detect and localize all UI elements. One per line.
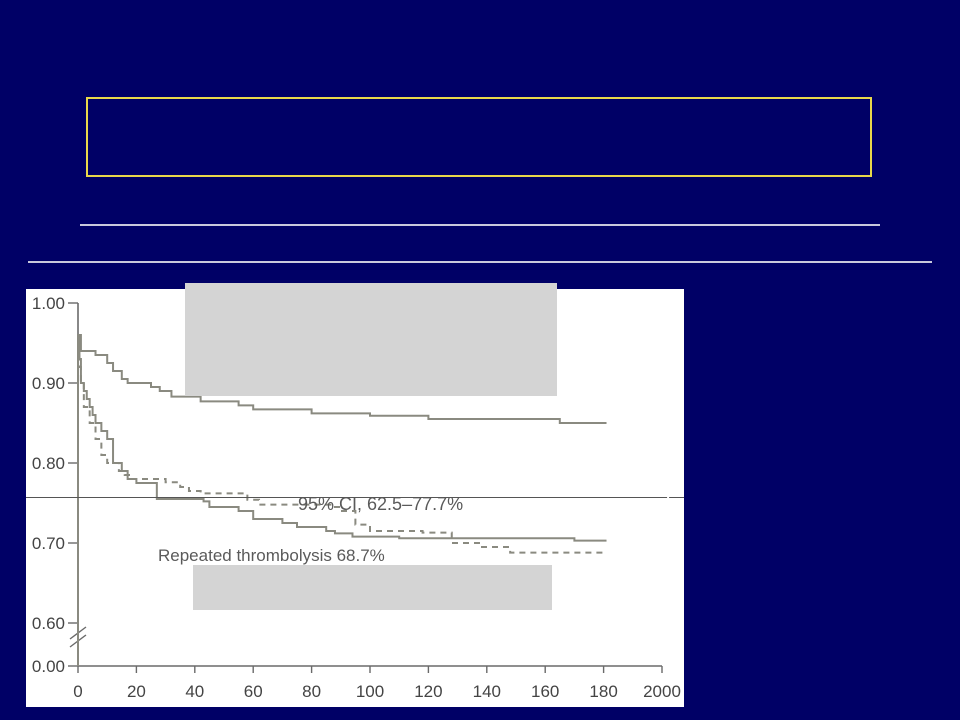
label-mask-box bbox=[193, 565, 552, 610]
chart-canvas: 1.00 0.90 0.80 0.70 0.60 0.00 0 20 40 60 80 100 120 1… bbox=[32, 294, 681, 701]
y-tick-label: 0.80 bbox=[32, 454, 65, 473]
y-tick-label: 0.90 bbox=[32, 374, 65, 393]
y-tick-label: 0.70 bbox=[32, 534, 65, 553]
divider-rule-long bbox=[28, 261, 932, 263]
x-tick-label: 180 bbox=[589, 682, 617, 701]
series-line-3 bbox=[77, 334, 607, 666]
chart-axes: 1.00 0.90 0.80 0.70 0.60 0.00 0 20 40 60 80 100 120 1… bbox=[32, 294, 681, 701]
horizontal-overlay-line bbox=[26, 497, 684, 498]
y-tick-label: 1.00 bbox=[32, 294, 65, 313]
y-tick-label: 0.60 bbox=[32, 614, 65, 633]
chart-series-group bbox=[77, 334, 607, 666]
x-tick-label: 120 bbox=[414, 682, 442, 701]
series-line-1 bbox=[77, 334, 607, 666]
title-frame bbox=[86, 97, 872, 177]
x-tick-label: 2000 bbox=[643, 682, 681, 701]
series-annotation: Repeated thrombolysis 68.7% bbox=[158, 546, 385, 565]
x-tick-label: 40 bbox=[185, 682, 204, 701]
x-tick-label: 80 bbox=[302, 682, 321, 701]
divider-rule bbox=[80, 224, 880, 226]
x-tick-label: 0 bbox=[73, 682, 82, 701]
curly-brace-icon bbox=[660, 411, 681, 541]
y-tick-label: 0.00 bbox=[32, 657, 65, 676]
ci-annotation: 95% CI, 62.5–77.7% bbox=[298, 494, 463, 514]
x-tick-label: 100 bbox=[356, 682, 384, 701]
x-tick-label: 160 bbox=[531, 682, 559, 701]
x-tick-label: 60 bbox=[244, 682, 263, 701]
x-tick-label: 20 bbox=[127, 682, 146, 701]
x-tick-label: 140 bbox=[473, 682, 501, 701]
legend-mask-box bbox=[185, 283, 557, 396]
